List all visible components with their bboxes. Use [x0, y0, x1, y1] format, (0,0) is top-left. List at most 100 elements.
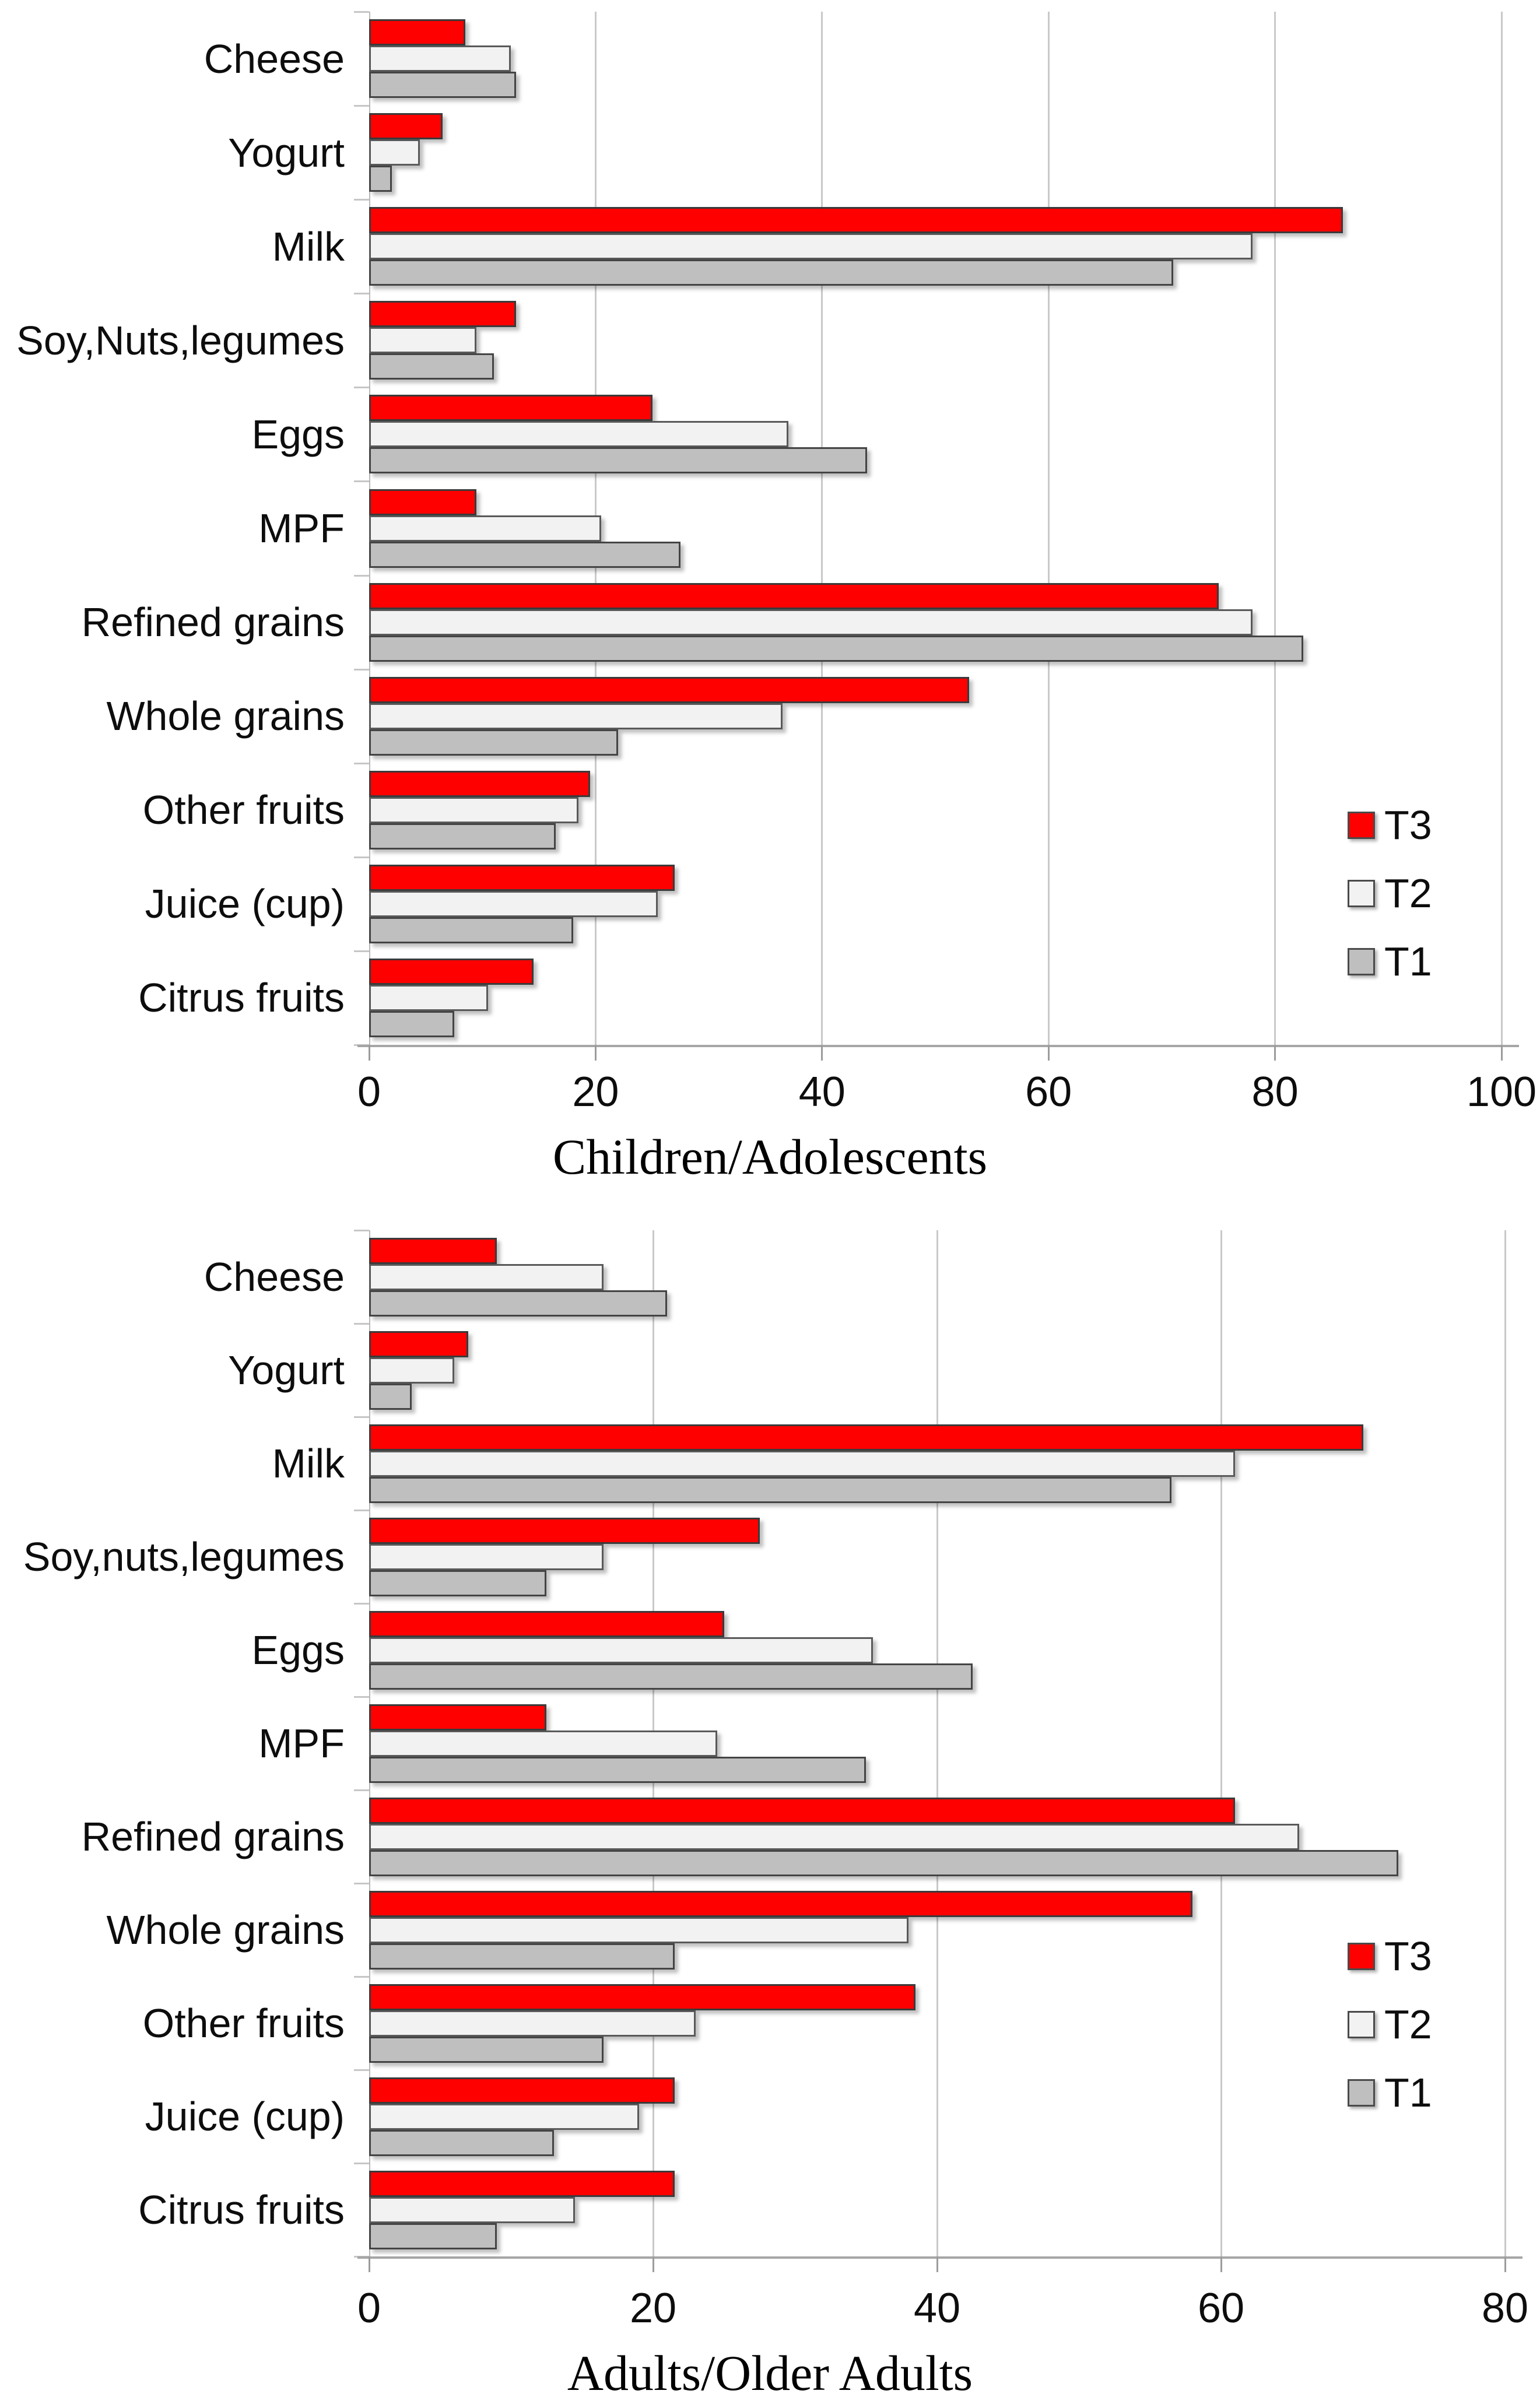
- bar-t1-cheese: [369, 72, 517, 99]
- bar-t3-whole-grains: [369, 1890, 1193, 1917]
- bar-t3-other-fruits: [369, 770, 590, 797]
- bar-t3-yogurt: [369, 113, 443, 140]
- bar-t3-eggs: [369, 1610, 724, 1637]
- category-boundary-tick: [354, 856, 369, 858]
- bar-t3-refined-grains: [369, 582, 1219, 609]
- category-boundary-tick: [354, 1416, 369, 1418]
- gridline-x60: [1047, 12, 1050, 1045]
- bar-t1-citrus-fruits: [369, 2223, 497, 2249]
- bar-t3-mpf: [369, 1704, 547, 1730]
- bar-t1-other-fruits: [369, 823, 556, 850]
- category-boundary-tick: [354, 1603, 369, 1605]
- legend-label-t3: T3: [1384, 802, 1432, 848]
- legend-label-t3: T3: [1384, 1933, 1432, 1979]
- category-boundary-tick: [354, 387, 369, 389]
- axis-tick-label: 20: [572, 1069, 619, 1115]
- bar-t3-soy-nuts-legumes: [369, 301, 517, 328]
- bar-t3-citrus-fruits: [369, 2170, 675, 2197]
- gridline-x40: [821, 12, 823, 1045]
- bar-t3-juice-cup-: [369, 2077, 675, 2104]
- legend-entry-t3: T3: [1348, 1936, 1432, 1977]
- gridline-x80: [1274, 12, 1276, 1045]
- category-boundary-tick: [354, 293, 369, 295]
- category-boundary-tick: [354, 668, 369, 671]
- axis-tick: [936, 2256, 938, 2272]
- bar-t1-cheese: [369, 1290, 668, 1317]
- bar-t2-citrus-fruits: [369, 984, 488, 1011]
- bar-t2-whole-grains: [369, 1916, 909, 1943]
- category-label: Eggs: [251, 411, 345, 457]
- category-boundary-tick: [354, 1230, 369, 1231]
- category-boundary-tick: [354, 480, 369, 483]
- bar-t1-citrus-fruits: [369, 1010, 454, 1037]
- category-boundary-tick: [354, 1789, 369, 1791]
- category-boundary-tick: [354, 950, 369, 952]
- axis-tick: [1047, 1045, 1050, 1061]
- category-boundary-tick: [354, 2163, 369, 2164]
- bar-t2-soy-nuts-legumes: [369, 1543, 604, 1570]
- axis-tick: [368, 2256, 370, 2272]
- bar-t1-milk: [369, 259, 1173, 286]
- legend-swatch-t3: [1348, 811, 1375, 839]
- bar-t1-juice-cup-: [369, 917, 573, 943]
- category-label: MPF: [258, 506, 345, 551]
- gridline-x100: [1500, 12, 1503, 1045]
- axis-tick: [368, 1045, 370, 1061]
- category-boundary-tick: [354, 574, 369, 577]
- category-label: Juice (cup): [145, 881, 345, 927]
- legend-label-t1: T1: [1384, 939, 1432, 984]
- legend-label-t1: T1: [1384, 2070, 1432, 2115]
- axis-tick-label: 80: [1251, 1069, 1299, 1115]
- legend-swatch-t1: [1348, 2079, 1375, 2107]
- bar-t3-whole-grains: [369, 676, 970, 703]
- bar-t2-juice-cup-: [369, 2103, 639, 2130]
- axis-tick-label: 40: [798, 1069, 846, 1115]
- legend-entry-t2: T2: [1348, 873, 1432, 914]
- category-label: Milk: [272, 223, 345, 269]
- category-boundary-tick: [354, 1883, 369, 1884]
- bar-t3-soy-nuts-legumes: [369, 1517, 760, 1544]
- axis-tick: [1500, 1045, 1503, 1061]
- category-boundary-tick: [354, 105, 369, 107]
- axis-tick: [1274, 1045, 1276, 1061]
- bar-t2-cheese: [369, 1263, 604, 1290]
- category-label: Whole grains: [106, 1907, 345, 1953]
- bar-t3-citrus-fruits: [369, 958, 534, 985]
- bar-t2-yogurt: [369, 1357, 455, 1384]
- legend-entry-t1: T1: [1348, 2072, 1432, 2113]
- axis-tick: [652, 2256, 654, 2272]
- bar-t2-milk: [369, 1450, 1236, 1477]
- axis-tick: [821, 1045, 823, 1061]
- category-label: Juice (cup): [145, 2094, 345, 2139]
- bar-t1-whole-grains: [369, 1943, 675, 1970]
- bar-t2-milk: [369, 233, 1253, 260]
- axis-tick-label: 100: [1466, 1069, 1537, 1115]
- bar-t2-cheese: [369, 45, 511, 72]
- legend-swatch-t2: [1348, 879, 1375, 907]
- category-label: Citrus fruits: [138, 2187, 345, 2233]
- gridline-x40: [936, 1230, 938, 2256]
- bar-t1-mpf: [369, 541, 681, 568]
- category-boundary-tick: [354, 1976, 369, 1978]
- axis-tick-label: 80: [1481, 2285, 1529, 2332]
- category-label: MPF: [258, 1721, 345, 1766]
- axis-tick: [1220, 2256, 1222, 2272]
- axis-tick-label: 60: [1197, 2285, 1245, 2332]
- category-label: Citrus fruits: [138, 975, 345, 1021]
- bar-t1-milk: [369, 1476, 1171, 1503]
- category-boundary-tick: [354, 1323, 369, 1325]
- bar-t1-soy-nuts-legumes: [369, 1570, 547, 1596]
- bar-t3-eggs: [369, 395, 653, 422]
- legend-entry-t1: T1: [1348, 941, 1432, 982]
- legend-swatch-t3: [1348, 1942, 1375, 1970]
- bar-t2-refined-grains: [369, 1823, 1299, 1850]
- bar-t3-milk: [369, 207, 1343, 234]
- bar-t2-other-fruits: [369, 2010, 696, 2037]
- bar-t1-soy-nuts-legumes: [369, 353, 494, 380]
- bar-t1-yogurt: [369, 1383, 412, 1410]
- value-axis-line: [357, 1045, 1519, 1047]
- legend-label-t2: T2: [1384, 2002, 1432, 2047]
- category-label: Cheese: [204, 1254, 345, 1300]
- legend-entry-t3: T3: [1348, 805, 1432, 845]
